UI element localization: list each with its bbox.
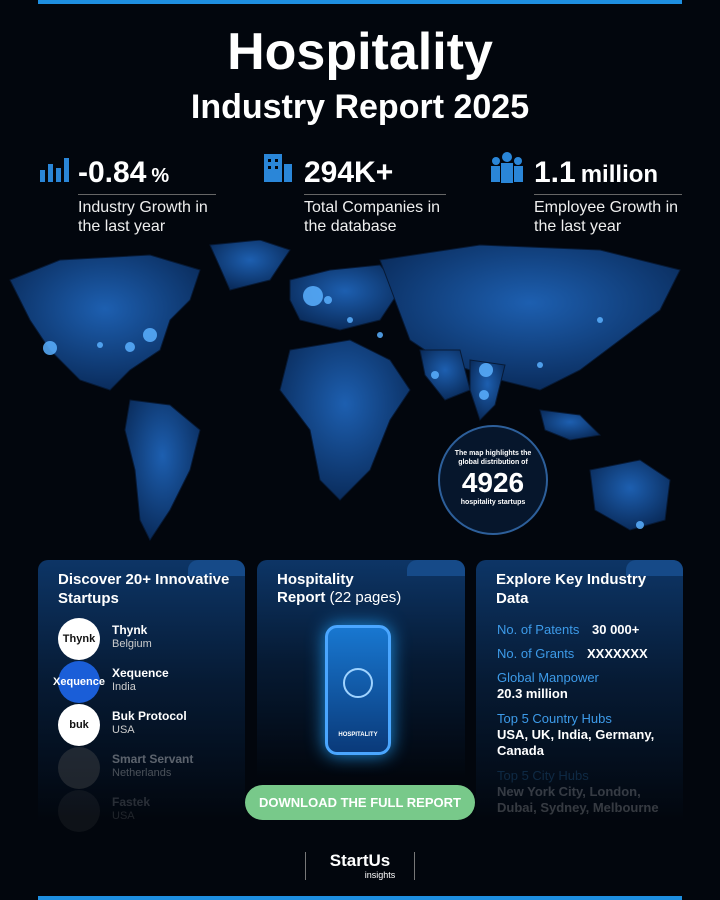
data-value: 20.3 million: [497, 686, 568, 701]
data-label: No. of Patents: [497, 622, 580, 637]
startup-country: USA: [112, 810, 135, 822]
data-label: No. of Grants: [497, 646, 575, 661]
stat-value: 1.1: [534, 156, 576, 189]
divider: [78, 194, 216, 195]
startup-logo: Xequence: [53, 661, 105, 703]
startup-name: Thynk: [112, 623, 148, 637]
card-subtitle: Report (22 pages): [277, 589, 401, 606]
startup-logo: [58, 790, 100, 832]
world-map: [9, 240, 681, 541]
stat: 294K+: [304, 156, 393, 190]
data-card: [476, 560, 683, 835]
subtitle: Industry Report 2025: [190, 88, 530, 126]
divider: [304, 194, 446, 195]
stat-unit: %: [151, 165, 170, 187]
startup-country: Belgium: [112, 638, 152, 650]
data-value: 30 000+: [592, 622, 640, 637]
card-tab: [188, 560, 245, 576]
callout-number: 4926: [461, 467, 525, 498]
stat: -0.84%: [78, 156, 169, 190]
startup-country: USA: [112, 724, 135, 736]
card-tab: [407, 560, 465, 576]
download-button[interactable]: DOWNLOAD THE FULL REPORT: [245, 785, 475, 820]
card-title: Discover 20+ Innovative Startups: [58, 571, 230, 607]
startup-country: India: [112, 681, 136, 693]
stat: 1.1 million: [534, 156, 658, 190]
stat-icon: [40, 158, 69, 182]
data-value: XXXXXXX: [587, 646, 648, 661]
card-title: Explore Key Industry Data: [496, 571, 647, 607]
data-label: Global Manpower: [497, 670, 599, 685]
card-title: Hospitality: [277, 571, 354, 588]
data-value: USA, UK, India, Germany, Canada: [497, 727, 655, 758]
stat-label: Total Companies in the database: [304, 199, 441, 235]
card-title-bold: Report: [277, 589, 326, 606]
data-label: Top 5 Country Hubs: [497, 711, 612, 726]
card-tab: [626, 560, 683, 576]
stat-value: 294K+: [304, 156, 394, 189]
divider: [534, 194, 682, 195]
startup-name: Xequence: [112, 666, 169, 680]
startup-logo: [58, 747, 100, 789]
stat-unit: million: [580, 161, 659, 188]
map-callout: The map highlights the global distributi…: [438, 425, 548, 535]
callout-caption: hospitality startups: [460, 499, 526, 506]
phone-label: HOSPITALITY: [338, 732, 378, 738]
phone: HOSPITALITY: [325, 625, 391, 755]
page-count: (22 pages): [329, 589, 402, 606]
callout-text: The map highlights the global distributi…: [454, 450, 532, 466]
startup-logo: buk: [58, 704, 100, 746]
footer-logo: StartUs insights: [305, 852, 415, 880]
stat-icon: [491, 152, 523, 183]
stat-label: Industry Growth in the last year: [78, 199, 208, 235]
stat-value: -0.84: [78, 156, 147, 189]
startup-name: Buk Protocol: [112, 709, 187, 723]
brand-sub: insights: [364, 870, 396, 880]
data-value: New York City, London, Dubai, Sydney, Me…: [497, 784, 659, 815]
stat-icon: [264, 154, 292, 182]
startup-logo: Thynk: [58, 618, 100, 660]
stat-label: Employee Growth in the last year: [534, 199, 679, 235]
brand: StartUs: [329, 851, 391, 870]
top-bar: [38, 0, 682, 4]
title: Hospitality: [227, 23, 493, 81]
startup-country: Netherlands: [112, 767, 172, 779]
phone-icon: [343, 668, 373, 698]
startup-name: Fastek: [112, 795, 151, 809]
startup-name: Smart Servant: [112, 752, 194, 766]
data-label: Top 5 City Hubs: [497, 768, 589, 783]
bottom-bar: [38, 896, 682, 900]
